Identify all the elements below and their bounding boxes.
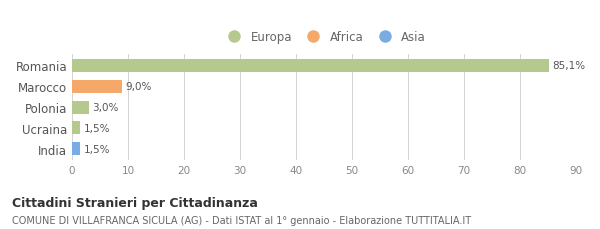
Text: 85,1%: 85,1% (552, 61, 585, 71)
Text: Cittadini Stranieri per Cittadinanza: Cittadini Stranieri per Cittadinanza (12, 196, 258, 209)
Text: 9,0%: 9,0% (126, 82, 152, 92)
Bar (72, 80, 122, 93)
Bar (72, 60, 548, 73)
Bar (72, 143, 80, 155)
Text: 1,5%: 1,5% (84, 123, 110, 133)
Legend: Europa, Africa, Asia: Europa, Africa, Asia (218, 27, 430, 47)
Bar (72, 122, 80, 135)
Text: COMUNE DI VILLAFRANCA SICULA (AG) - Dati ISTAT al 1° gennaio - Elaborazione TUTT: COMUNE DI VILLAFRANCA SICULA (AG) - Dati… (12, 215, 471, 225)
Text: 3,0%: 3,0% (92, 103, 119, 113)
Bar (72, 101, 89, 114)
Text: 1,5%: 1,5% (84, 144, 110, 154)
